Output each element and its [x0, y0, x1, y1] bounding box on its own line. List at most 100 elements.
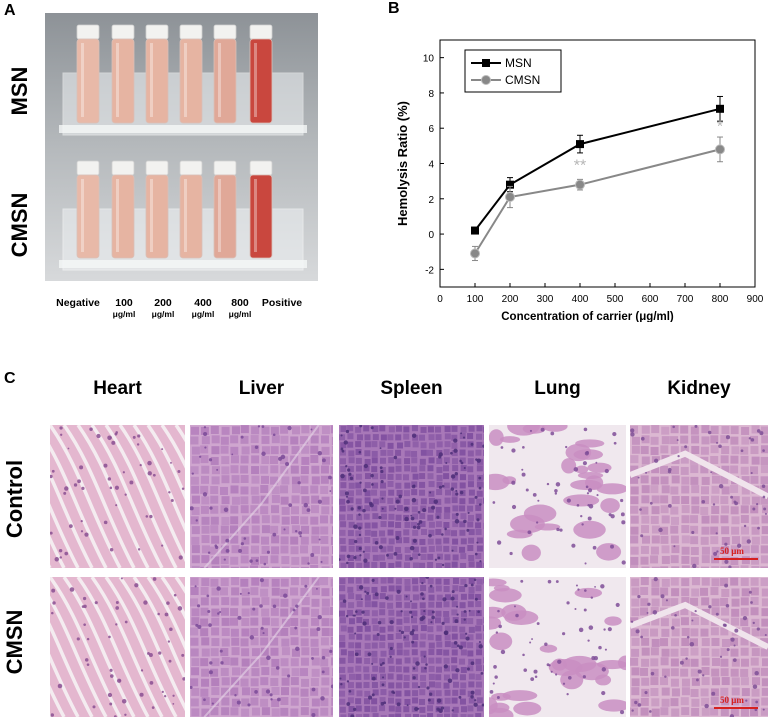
- histology-image: [190, 577, 333, 717]
- tube-photo-drawing: [45, 13, 318, 281]
- organ-title-heart: Heart: [93, 378, 142, 399]
- panel-letter-a: A: [4, 2, 16, 19]
- legend-label: MSN: [505, 56, 532, 70]
- series-line: [474, 107, 721, 232]
- histology-image: [50, 425, 185, 568]
- data-point: [715, 144, 725, 155]
- x-tick-label: 200: [502, 294, 519, 305]
- histology-image: [630, 577, 768, 717]
- panel-c-row-label-cmsn: CMSN: [2, 609, 27, 675]
- rack-base: [59, 125, 307, 133]
- legend-label: CMSN: [505, 73, 540, 87]
- histology-control-heart: [50, 425, 185, 568]
- tube-label: 400 μg/ml: [178, 297, 228, 320]
- histology-image: [489, 577, 626, 717]
- tube: [76, 24, 100, 124]
- scale-bar: [714, 558, 758, 560]
- x-axis-label: Concentration of carrier (μg/ml): [501, 311, 674, 322]
- y-axis-label: Hemolysis Ratio (%): [395, 101, 410, 226]
- x-tick-label: 800: [712, 294, 729, 305]
- y-tick-label: -2: [425, 265, 434, 276]
- tube: [179, 24, 203, 124]
- hemolysis-chart: -2 0 2 4 6 8 10 0 100 200 300 400 500 600 700 800 900 Con…: [385, 22, 770, 323]
- data-point: [716, 104, 724, 113]
- histology-control-kidney: 50 μm: [630, 425, 768, 568]
- tube-label-value: 800: [231, 297, 249, 309]
- tube-label-value: Negative: [56, 297, 100, 309]
- significance-marker: **: [574, 158, 586, 175]
- panel-c-row-label-control: Control: [2, 459, 27, 539]
- histology-cmsn-kidney: 50 μm: [630, 577, 768, 717]
- legend-marker: [482, 59, 490, 67]
- data-point: [505, 192, 515, 203]
- histology-control-spleen: [339, 425, 484, 568]
- tube: [111, 24, 135, 124]
- x-tick-label: 400: [572, 294, 589, 305]
- y-tick-label: 0: [428, 230, 434, 241]
- histology-image: [190, 425, 333, 568]
- tube-label-value: Positive: [261, 297, 303, 309]
- tube-label-unit: μg/ml: [228, 309, 252, 319]
- organ-title-spleen: Spleen: [380, 378, 443, 399]
- tube-label-unit: μg/ml: [151, 309, 175, 319]
- data-point: [471, 226, 479, 235]
- tube-label-unit: μg/ml: [191, 309, 215, 319]
- tube: [111, 160, 135, 259]
- tube-label: 200 μg/ml: [138, 297, 188, 320]
- series-cmsn: [470, 136, 725, 262]
- organ-title-liver: Liver: [238, 378, 285, 399]
- panel-letter-c: C: [4, 370, 16, 387]
- data-point: [575, 179, 585, 190]
- histology-image: [489, 425, 626, 568]
- scale-bar-label: 50 μm: [720, 546, 744, 556]
- histology-image: [630, 425, 768, 568]
- histology-cmsn-liver: [190, 577, 333, 717]
- tube: [249, 24, 273, 124]
- data-point: [506, 180, 514, 189]
- tube: [213, 24, 237, 124]
- legend-marker: [481, 75, 491, 85]
- tube-label-value: 100: [115, 297, 133, 309]
- panel-a-row-label-msn: MSN: [7, 66, 32, 116]
- organ-title-kidney: Kidney: [667, 378, 731, 399]
- y-tick-label: 6: [428, 124, 434, 135]
- y-tick-label: 2: [428, 195, 434, 206]
- x-tick-label: 700: [677, 294, 694, 305]
- tube: [213, 160, 237, 259]
- tube-label: Positive: [257, 297, 307, 309]
- tube-label-unit: μg/ml: [112, 309, 136, 319]
- y-tick-label: 10: [423, 54, 435, 65]
- tube: [145, 160, 169, 259]
- tube: [145, 24, 169, 124]
- histology-image: [339, 577, 484, 717]
- scale-bar-label: 50 μm: [720, 695, 744, 705]
- tube: [76, 160, 100, 259]
- histology-control-liver: [190, 425, 333, 568]
- y-tick-label: 8: [428, 89, 434, 100]
- histology-cmsn-lung: [489, 577, 626, 717]
- histology-cmsn-heart: [50, 577, 185, 717]
- tube-label-value: 200: [154, 297, 172, 309]
- panel-letter-b: B: [388, 0, 400, 17]
- histology-cmsn-spleen: [339, 577, 484, 717]
- histology-image: [50, 577, 185, 717]
- tube-label: 100 μg/ml: [99, 297, 149, 320]
- legend-box: [464, 49, 562, 93]
- panel-a-row-label-cmsn: CMSN: [7, 192, 32, 258]
- tube-label: Negative: [53, 297, 103, 309]
- tube-photo: [45, 13, 318, 281]
- scale-bar: [714, 707, 758, 709]
- tube-label: 800 μg/ml: [215, 297, 265, 320]
- data-point: [576, 140, 584, 149]
- data-point: [470, 248, 480, 259]
- x-tick-label: 600: [642, 294, 659, 305]
- organ-title-lung: Lung: [534, 378, 581, 399]
- histology-image: [339, 425, 484, 568]
- x-tick-label: 300: [537, 294, 554, 305]
- significance-marker: *: [717, 119, 723, 136]
- tube: [249, 160, 273, 259]
- tube-label-value: 400: [194, 297, 212, 309]
- x-tick-label: 500: [607, 294, 624, 305]
- series-msn: [471, 95, 724, 235]
